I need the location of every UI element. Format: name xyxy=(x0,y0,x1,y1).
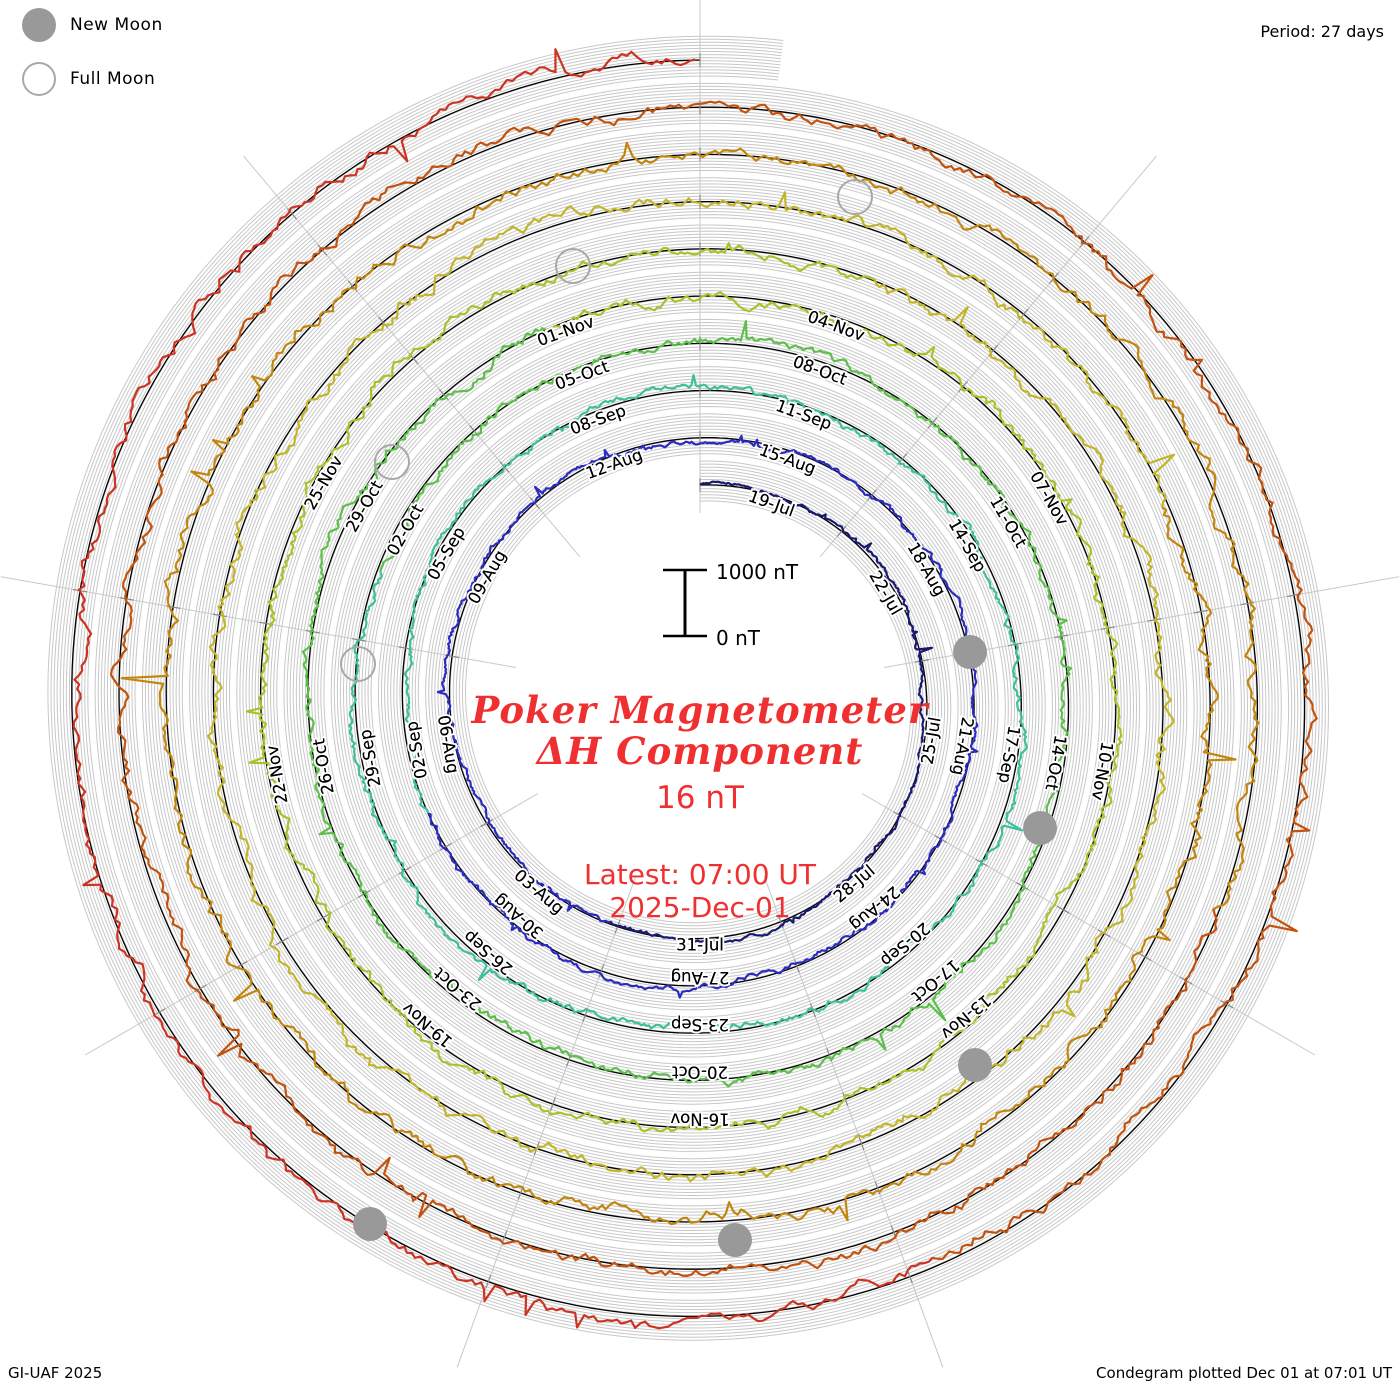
magnetometer-trace xyxy=(72,48,934,1330)
magnetometer-trace xyxy=(348,374,1028,1030)
plotted-timestamp: Condegram plotted Dec 01 at 07:01 UT xyxy=(1096,1364,1392,1382)
baseline-tick xyxy=(866,489,877,501)
full-moon-marker xyxy=(837,179,873,215)
baseline-tick xyxy=(582,1008,589,1023)
grid-spiral xyxy=(59,47,1317,1329)
magnetometer-trace xyxy=(245,242,1123,1133)
new-moon-marker xyxy=(958,1048,992,1082)
spiral-date-label: 27-Aug xyxy=(671,968,730,987)
baseline-tick xyxy=(958,380,968,393)
baseline-tick xyxy=(316,913,330,922)
baseline-tick xyxy=(1057,905,1070,914)
legend-full-moon-label: Full Moon xyxy=(70,69,156,89)
baseline-tick xyxy=(398,866,412,875)
magnetometer-trace xyxy=(301,320,1073,1088)
baseline-tick xyxy=(793,959,800,973)
baseline-tick xyxy=(480,819,493,828)
spiral-date-label: 23-Sep xyxy=(671,1015,729,1034)
spiral-date-label: 12-Aug xyxy=(583,445,645,483)
baseline-tick xyxy=(357,890,371,899)
spiral-date-label: 01-Nov xyxy=(535,312,597,350)
spiral-date-label: 16-Nov xyxy=(670,1110,729,1129)
grid-spiral xyxy=(50,38,1326,1338)
grid-spiral xyxy=(53,41,1323,1335)
credit-label: GI-UAF 2025 xyxy=(8,1364,103,1382)
baseline-tick xyxy=(1138,952,1152,962)
baseline-tick xyxy=(858,1136,865,1151)
magnetometer-trace xyxy=(427,434,979,999)
baseline-tick xyxy=(836,525,847,537)
full-moon-marker xyxy=(340,646,376,682)
baseline-tick xyxy=(439,842,453,851)
magnetometer-trace xyxy=(206,191,1176,1183)
spiral-date-label: 23-Sep xyxy=(671,1015,729,1034)
grid-spiral xyxy=(65,54,1311,1323)
spiral-date-label: 20-Oct xyxy=(672,1062,728,1081)
legend-new-moon-label: New Moon xyxy=(70,15,163,35)
baseline-tick xyxy=(347,280,358,292)
new-moon-marker xyxy=(718,1223,752,1257)
baseline-tick xyxy=(874,1181,881,1195)
spiral-date-label: 02-Sep xyxy=(402,720,431,780)
grid-spiral xyxy=(56,44,1320,1332)
new-moon-icon xyxy=(22,8,56,42)
magnetometer-trace xyxy=(110,100,1318,1277)
spiral-date-label: 31-Jul xyxy=(676,936,724,955)
spiral-date-label: 27-Aug xyxy=(671,968,730,987)
baseline-tick xyxy=(1240,601,1255,606)
spiral-date-label: 08-Oct xyxy=(790,352,850,389)
moon-marker-layer xyxy=(340,179,1057,1257)
full-moon-icon xyxy=(22,62,56,96)
baseline-tick xyxy=(212,613,227,618)
baseline-tick xyxy=(906,1269,913,1284)
baseline-tick xyxy=(378,316,388,328)
baseline-tick xyxy=(1194,609,1209,614)
grid-spiral xyxy=(74,63,1302,1314)
new-moon-marker xyxy=(1023,811,1057,845)
scalebar-top-label: 1000 nT xyxy=(716,560,799,584)
baseline-tick xyxy=(485,1274,492,1289)
full-moon-marker xyxy=(555,248,591,284)
grid-spiral xyxy=(87,75,1290,1301)
grid-spiral xyxy=(84,72,1293,1304)
spiral-date-label: 31-Jul xyxy=(676,936,724,955)
new-moon-marker xyxy=(953,635,987,669)
grid-layer xyxy=(0,0,1400,1368)
magnetometer-trace-layer xyxy=(72,48,1318,1330)
baseline-tick xyxy=(1220,1000,1234,1009)
grid-spiral xyxy=(81,69,1296,1307)
legend-full-moon: Full Moon xyxy=(22,62,155,96)
new-moon-marker xyxy=(353,1207,387,1241)
baseline-tick xyxy=(317,244,328,256)
baseline-tick xyxy=(549,1097,556,1112)
baseline-tick xyxy=(915,659,930,663)
baseline-tick xyxy=(305,629,320,634)
magnetometer-trace xyxy=(120,141,1260,1226)
spiral-date-label: 20-Oct xyxy=(672,1062,728,1081)
baseline-tick xyxy=(842,1092,849,1107)
grid-spiral xyxy=(62,51,1314,1326)
grid-spoke xyxy=(763,875,944,1368)
scalebar-bottom-label: 0 nT xyxy=(716,626,760,650)
magnetometer-trace xyxy=(609,480,934,944)
legend-new-moon: New Moon xyxy=(22,8,163,42)
grid-spiral xyxy=(71,60,1305,1317)
baseline-tick xyxy=(598,964,605,978)
baseline-tick xyxy=(1016,882,1029,891)
scale-bar xyxy=(663,568,707,638)
period-label: Period: 27 days xyxy=(1260,22,1384,41)
grid-spiral xyxy=(78,66,1299,1310)
spiral-date-label: 29-Sep xyxy=(356,728,385,788)
baseline-tick xyxy=(1079,236,1090,248)
baseline-tick xyxy=(438,388,449,401)
spiral-date-label: 16-Nov xyxy=(670,1110,729,1129)
grid-spiral xyxy=(47,35,1330,1341)
full-moon-marker xyxy=(374,444,410,480)
baseline-tick xyxy=(275,937,289,946)
spiral-date-label: 22-Nov xyxy=(262,744,291,806)
